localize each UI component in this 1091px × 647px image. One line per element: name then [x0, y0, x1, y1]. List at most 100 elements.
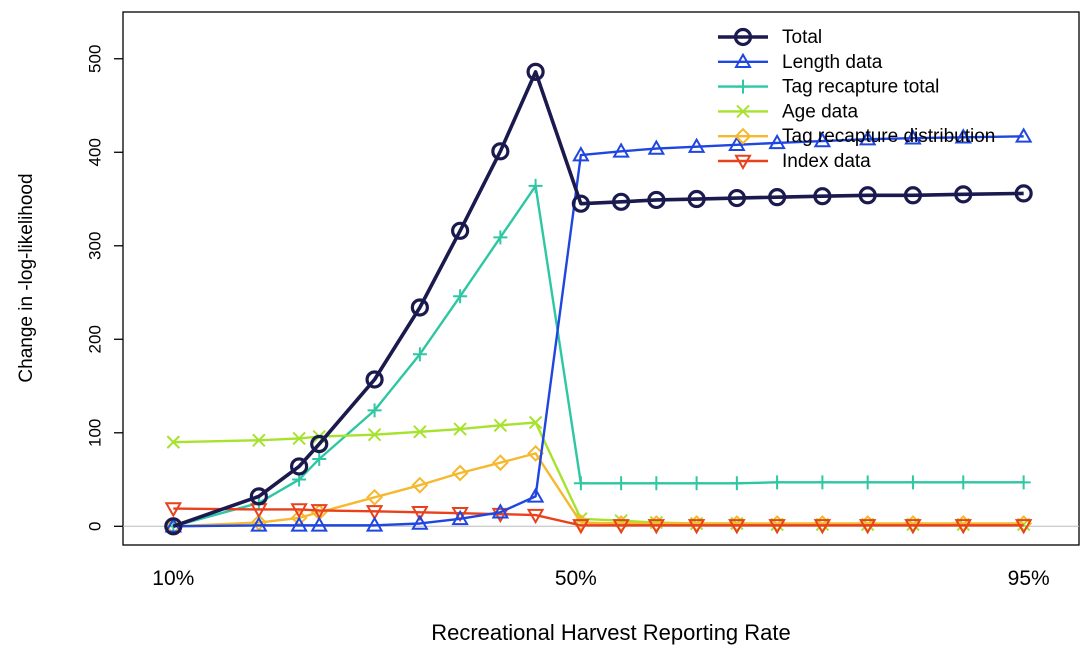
index-data-point — [858, 519, 877, 535]
y-tick-label: 300 — [86, 232, 105, 260]
length-data-point — [365, 516, 384, 532]
index-data-point — [1014, 519, 1033, 535]
index-data-point — [904, 519, 922, 535]
series-layer — [123, 62, 1079, 536]
tag-recapture-total-point — [367, 403, 382, 418]
total-point — [164, 517, 183, 536]
legend-swatch-marker — [736, 79, 750, 94]
total-point — [310, 434, 329, 454]
tag-recapture-total-point — [956, 475, 971, 490]
total-point — [903, 186, 923, 205]
total-point — [612, 192, 631, 211]
tag-recapture-total-point — [493, 230, 508, 245]
legend-swatch-marker — [736, 104, 750, 119]
age-data-point — [166, 435, 181, 449]
index-data-point — [491, 507, 510, 524]
legend-label: Index data — [782, 151, 871, 172]
index-data-point — [768, 519, 786, 535]
total-point — [768, 188, 787, 207]
tag-recapture-total-point — [770, 475, 785, 490]
tag-recapture-total-line — [172, 184, 1024, 528]
series-tag-recapture-total — [166, 178, 1031, 534]
tag-recapture-total-point — [860, 475, 875, 490]
legend-swatch-marker — [734, 52, 752, 69]
tag-recapture-distribution-point — [366, 488, 383, 506]
y-axis: 0 100 200 300 400 500 — [86, 45, 123, 531]
index-data-point — [164, 502, 183, 518]
x-tick-label: 10% — [152, 567, 194, 590]
legend-item-total: Total — [718, 27, 822, 48]
y-tick-label: 0 — [86, 522, 105, 531]
length-data-point — [451, 509, 469, 526]
index-data-line — [173, 507, 1024, 527]
tag-recapture-total-point — [1016, 475, 1031, 490]
length-data-point — [526, 487, 545, 503]
y-tick-label: 200 — [86, 325, 105, 353]
length-data-point — [954, 128, 972, 144]
legend-swatch-marker — [734, 154, 752, 171]
length-data-point — [411, 514, 429, 530]
legend-label: Tag recapture total — [782, 77, 939, 98]
x-tick-label: 95% — [1008, 567, 1050, 590]
index-data-point — [526, 508, 545, 525]
total-point — [1014, 184, 1033, 203]
index-data-point — [365, 505, 384, 521]
tag-recapture-distribution-point — [451, 464, 469, 482]
legend-label: Total — [782, 27, 822, 48]
index-data-point — [647, 519, 666, 535]
legend-item-tag-recapture-distribution: Tag recapture distribution — [718, 126, 995, 147]
age-data-point — [453, 422, 467, 436]
length-data-point — [768, 133, 786, 150]
length-data-point — [310, 516, 328, 532]
tag-recapture-distribution-point — [250, 514, 268, 531]
legend-label: Age data — [782, 101, 858, 122]
index-data-point — [813, 519, 832, 535]
index-data-point — [612, 519, 630, 535]
length-data-line — [173, 135, 1024, 528]
tag-recapture-total-point — [689, 476, 704, 491]
x-axis: 10% 50% 95% — [152, 567, 1049, 590]
y-tick-label: 100 — [86, 419, 105, 447]
tag-recapture-total-point — [412, 347, 427, 362]
legend-label: Tag recapture distribution — [782, 126, 995, 147]
legend-item-length-data: Length data — [718, 52, 883, 73]
index-data-point — [411, 506, 429, 522]
index-data-point — [572, 519, 590, 535]
y-axis-label: Change in -log-likelihood — [16, 173, 37, 382]
legend-item-tag-recapture-total: Tag recapture total — [718, 77, 939, 98]
tag-recapture-total-point — [573, 476, 588, 491]
length-data-point — [813, 132, 832, 148]
total-point — [290, 457, 309, 476]
total-point — [526, 62, 545, 81]
age-data-point — [367, 427, 382, 442]
y-tick-label: 500 — [86, 45, 105, 73]
x-tick-label: 50% — [555, 567, 597, 590]
legend-swatch-marker — [734, 127, 752, 145]
total-point — [410, 298, 429, 317]
length-data-point — [728, 135, 746, 152]
total-point — [954, 185, 973, 204]
tag-recapture-distribution-point — [411, 476, 429, 494]
length-data-point — [904, 129, 922, 145]
total-point — [687, 189, 706, 209]
tag-recapture-total-point — [649, 476, 664, 491]
length-data-point — [572, 146, 590, 162]
age-data-point — [252, 433, 266, 447]
index-data-point — [728, 519, 746, 535]
age-data-point — [292, 431, 306, 446]
length-data-point — [612, 142, 630, 158]
total-point — [249, 487, 268, 506]
series-length-data — [164, 127, 1033, 533]
legend-item-age-data: Age data — [718, 101, 858, 122]
tag-recapture-total-point — [312, 451, 327, 466]
series-index-data — [164, 502, 1033, 535]
tag-recapture-total-point — [729, 476, 744, 491]
total-point — [647, 190, 666, 210]
tag-recapture-distribution-point — [527, 444, 545, 462]
length-data-point — [491, 503, 510, 519]
length-data-point — [1014, 127, 1033, 143]
index-data-point — [687, 519, 706, 535]
series-total — [164, 62, 1033, 536]
tag-recapture-distribution-point — [491, 454, 509, 472]
